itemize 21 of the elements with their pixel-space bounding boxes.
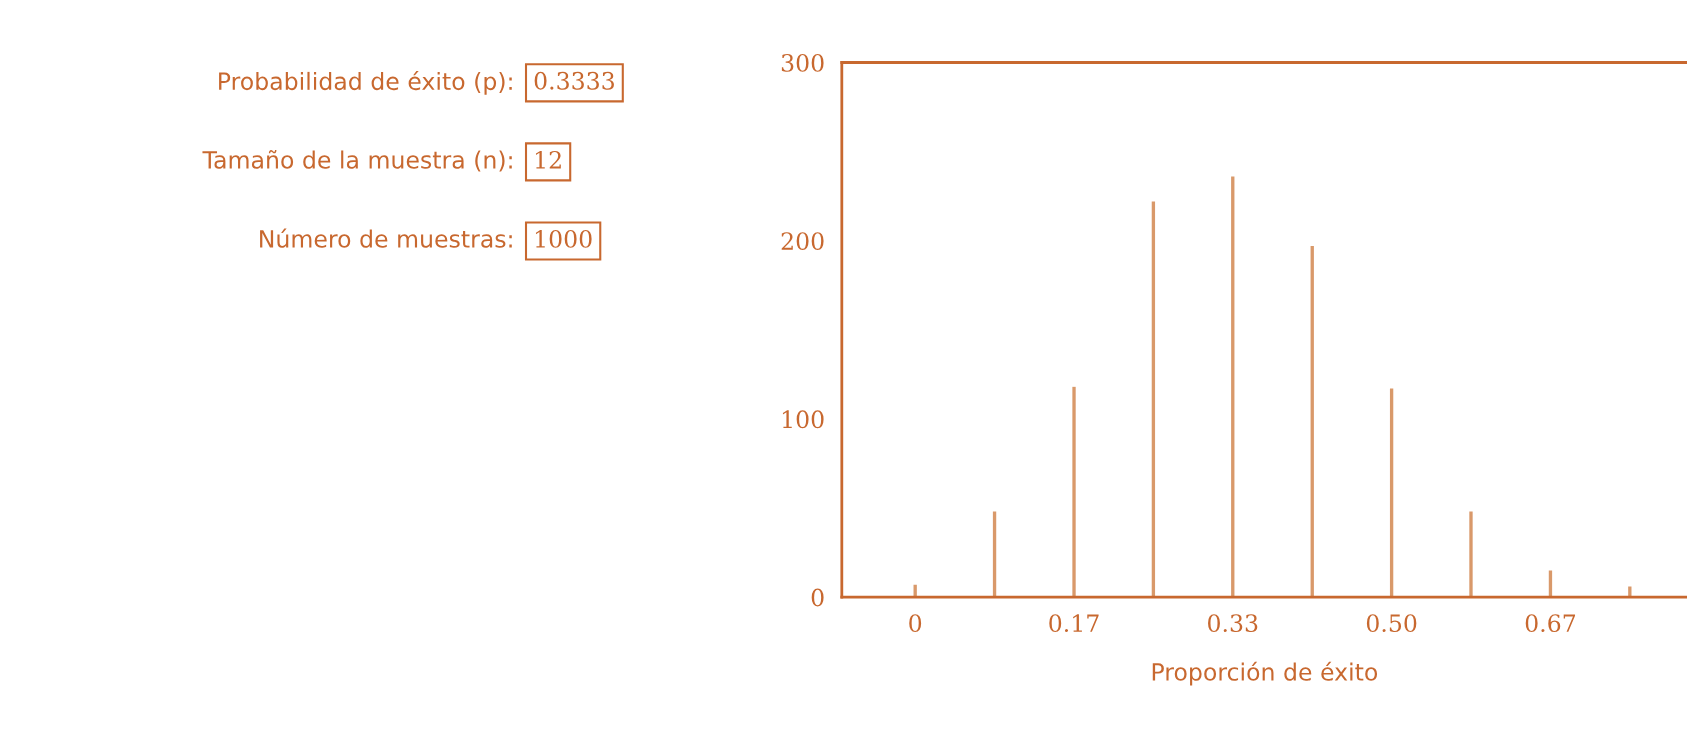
text: 1000	[535, 229, 592, 248]
y-tick-label: 200	[781, 232, 824, 251]
x-tick-label: 0.67	[1525, 614, 1576, 633]
x-tick-label: 0.17	[1049, 614, 1099, 633]
text: Número de muestras:	[260, 228, 512, 248]
bar	[1231, 176, 1235, 598]
text: Probabilidad de éxito (p):	[219, 70, 512, 95]
x-tick-label: 0.50	[1366, 614, 1417, 633]
text: 0.3333	[534, 71, 614, 90]
bar	[1072, 386, 1076, 598]
x-tick-label: 0.33	[1208, 614, 1258, 633]
y-tick-label: 100	[782, 410, 824, 429]
bar	[1310, 246, 1314, 598]
text: 12	[535, 150, 561, 169]
bar	[1469, 511, 1473, 598]
x-axis-title: Proporción de éxito	[1152, 661, 1378, 686]
text: Tamaño de la muestra (n):	[202, 150, 512, 172]
y-tick-label: 0	[811, 588, 824, 607]
bar	[1151, 201, 1156, 598]
y-tick-label: 300	[781, 53, 824, 72]
x-tick-label: 0	[909, 614, 922, 633]
